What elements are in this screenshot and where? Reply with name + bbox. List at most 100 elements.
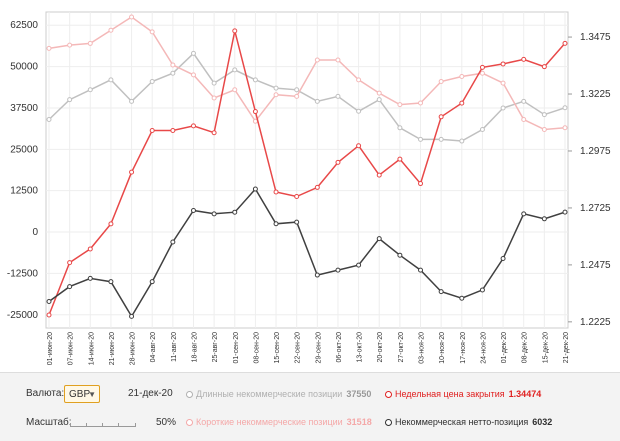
x-tick-label: 01-дек-20 bbox=[501, 332, 508, 363]
series-point-2 bbox=[438, 114, 444, 120]
series-point-1 bbox=[376, 90, 382, 96]
series-point-0 bbox=[294, 87, 300, 93]
scale-label: Масштаб: bbox=[26, 417, 72, 428]
series-point-3 bbox=[397, 252, 403, 258]
series-point-3 bbox=[67, 284, 73, 290]
series-point-1 bbox=[356, 77, 362, 83]
series-point-2 bbox=[46, 312, 52, 318]
series-point-3 bbox=[562, 209, 568, 215]
series-point-0 bbox=[232, 67, 238, 73]
x-tick-label: 22-сен-20 bbox=[295, 332, 302, 364]
series-point-3 bbox=[459, 295, 465, 301]
series-point-2 bbox=[252, 109, 258, 115]
series-point-0 bbox=[356, 108, 362, 114]
scale-slider[interactable] bbox=[70, 426, 136, 427]
x-tick-label: 21-дек-20 bbox=[563, 332, 570, 363]
series-point-0 bbox=[335, 93, 341, 99]
series-point-0 bbox=[149, 78, 155, 84]
series-point-3 bbox=[500, 256, 506, 262]
series-point-0 bbox=[67, 97, 73, 103]
series-point-2 bbox=[87, 246, 93, 252]
x-tick-label: 11-авг-20 bbox=[171, 332, 178, 362]
x-tick-label: 28-июн-20 bbox=[130, 332, 137, 365]
legend-long-positions[interactable]: Длинные некоммерческие позиции 37550 bbox=[186, 389, 371, 399]
series-point-0 bbox=[500, 105, 506, 111]
series-point-0 bbox=[211, 80, 217, 86]
series-point-2 bbox=[397, 156, 403, 162]
legend-label: Недельная цена закрытия bbox=[395, 389, 505, 399]
x-tick-label: 14-июн-20 bbox=[88, 332, 95, 365]
series-point-3 bbox=[87, 275, 93, 281]
series-point-2 bbox=[211, 130, 217, 136]
x-tick-label: 10-ноя-20 bbox=[439, 332, 446, 364]
legend-net-position[interactable]: Некоммерческая нетто-позиция 6032 bbox=[385, 417, 552, 427]
series-point-3 bbox=[108, 279, 114, 285]
x-tick-label: 07-июн-20 bbox=[68, 332, 75, 365]
series-point-3 bbox=[170, 239, 176, 245]
series-point-0 bbox=[190, 50, 196, 56]
x-tick-label: 29-сен-20 bbox=[315, 332, 322, 364]
series-point-0 bbox=[562, 105, 568, 111]
legend-value: 37550 bbox=[346, 389, 372, 399]
left-tick-label: -12500 bbox=[7, 268, 39, 279]
left-tick-label: 50000 bbox=[10, 62, 38, 73]
series-point-0 bbox=[459, 138, 465, 144]
series-point-3 bbox=[211, 211, 217, 217]
series-line-3 bbox=[48, 187, 566, 318]
series-point-1 bbox=[479, 70, 485, 76]
series-point-1 bbox=[149, 29, 155, 35]
series-point-1 bbox=[232, 87, 238, 93]
series-point-0 bbox=[108, 77, 114, 83]
right-tick-label: 1.2725 bbox=[580, 203, 611, 214]
series-point-2 bbox=[335, 159, 341, 165]
x-tick-label: 01-июн-20 bbox=[47, 332, 54, 365]
currency-select[interactable]: GBP ▼ bbox=[64, 385, 100, 403]
series-point-2 bbox=[541, 64, 547, 70]
legend-short-positions[interactable]: Короткие некоммерческие позиции 31518 bbox=[186, 417, 372, 427]
legend-label: Короткие некоммерческие позиции bbox=[196, 417, 343, 427]
series-point-1 bbox=[541, 126, 547, 132]
series-point-0 bbox=[376, 97, 382, 103]
series-line-2 bbox=[48, 30, 566, 316]
left-tick-label: 12500 bbox=[10, 186, 38, 197]
series-point-2 bbox=[273, 189, 279, 195]
legend-dot-icon bbox=[385, 391, 392, 399]
x-tick-label: 06-окт-20 bbox=[336, 332, 343, 363]
left-tick-label: 62500 bbox=[10, 20, 38, 31]
legend-dot-icon bbox=[186, 391, 193, 399]
series-point-1 bbox=[46, 45, 52, 51]
series-point-0 bbox=[541, 112, 547, 118]
series-point-0 bbox=[170, 70, 176, 76]
left-tick-label: 25000 bbox=[10, 144, 38, 155]
slider-tick bbox=[86, 423, 87, 427]
series-point-3 bbox=[252, 186, 258, 192]
series-point-3 bbox=[356, 262, 362, 268]
slider-tick bbox=[135, 423, 136, 427]
x-tick-label: 25-авг-20 bbox=[212, 332, 219, 363]
series-point-3 bbox=[294, 219, 300, 225]
series-point-1 bbox=[314, 57, 320, 63]
right-tick-label: 1.2225 bbox=[580, 317, 611, 328]
right-tick-label: 1.3475 bbox=[580, 32, 611, 43]
series-point-1 bbox=[108, 27, 114, 33]
series-point-1 bbox=[87, 40, 93, 46]
right-tick-label: 1.3225 bbox=[580, 89, 611, 100]
series-point-0 bbox=[314, 98, 320, 104]
x-tick-label: 04-авг-20 bbox=[150, 332, 157, 363]
series-point-2 bbox=[356, 143, 362, 149]
series-point-2 bbox=[314, 184, 320, 190]
series-point-2 bbox=[479, 64, 485, 70]
series-point-2 bbox=[108, 221, 114, 227]
series-point-3 bbox=[129, 313, 135, 319]
series-point-1 bbox=[211, 95, 217, 101]
left-tick-label: 37500 bbox=[10, 103, 38, 114]
series-point-1 bbox=[129, 14, 135, 20]
x-tick-label: 03-ноя-20 bbox=[419, 332, 426, 364]
series-point-0 bbox=[273, 85, 279, 91]
legend-weekly-close[interactable]: Недельная цена закрытия 1.34474 bbox=[385, 389, 541, 399]
series-point-3 bbox=[479, 287, 485, 293]
series-point-1 bbox=[335, 57, 341, 63]
series-point-2 bbox=[170, 127, 176, 133]
x-tick-label: 24-ноя-20 bbox=[480, 332, 487, 364]
legend-label: Некоммерческая нетто-позиция bbox=[395, 417, 529, 427]
